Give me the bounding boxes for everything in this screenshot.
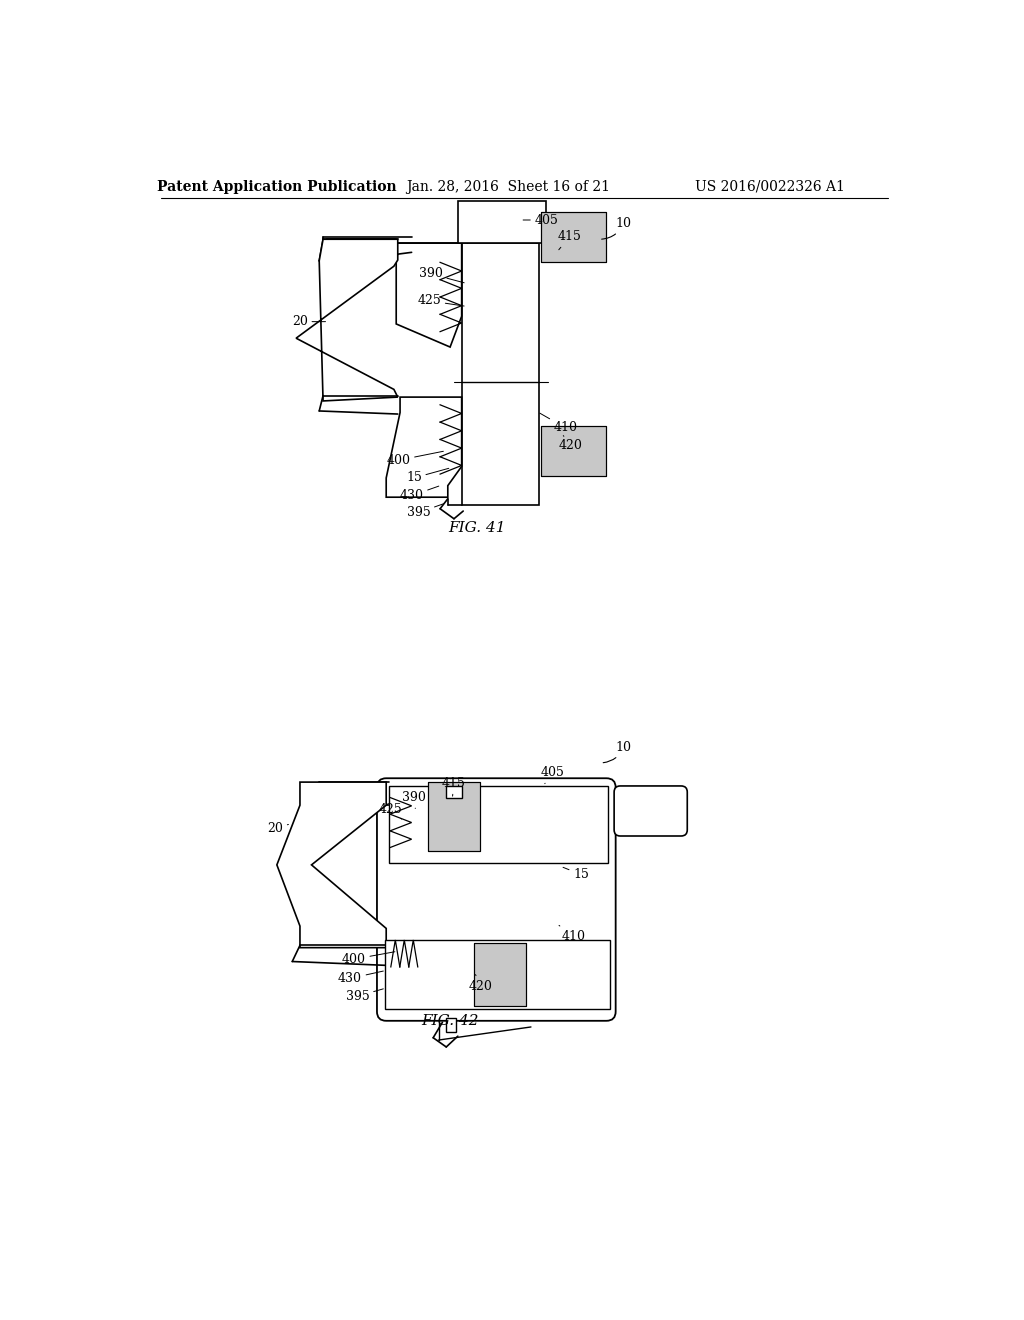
Bar xyxy=(474,942,526,1006)
Bar xyxy=(462,243,539,506)
Text: FIG. 41: FIG. 41 xyxy=(449,521,506,535)
Text: 410: 410 xyxy=(540,413,578,434)
Text: 15: 15 xyxy=(563,867,589,880)
Text: 10: 10 xyxy=(603,741,632,763)
FancyBboxPatch shape xyxy=(614,785,687,836)
Text: Patent Application Publication: Patent Application Publication xyxy=(157,180,396,194)
Bar xyxy=(428,781,480,851)
Bar xyxy=(458,201,547,243)
Polygon shape xyxy=(386,397,462,498)
Text: US 2016/0022326 A1: US 2016/0022326 A1 xyxy=(694,180,845,194)
Text: 390: 390 xyxy=(419,268,464,282)
Text: 425: 425 xyxy=(418,294,464,308)
Bar xyxy=(541,213,606,263)
Text: 410: 410 xyxy=(559,925,586,942)
Text: 400: 400 xyxy=(342,952,395,966)
Bar xyxy=(446,1019,456,1032)
Polygon shape xyxy=(296,239,397,401)
Text: 405: 405 xyxy=(541,767,564,784)
Bar xyxy=(446,785,462,797)
Text: FIG. 42: FIG. 42 xyxy=(421,1014,479,1028)
Text: 420: 420 xyxy=(469,974,493,993)
Bar xyxy=(541,426,606,477)
Bar xyxy=(541,426,606,477)
Text: 10: 10 xyxy=(602,218,632,239)
Bar xyxy=(428,781,480,851)
Bar xyxy=(474,942,526,1006)
Text: 405: 405 xyxy=(523,214,558,227)
Polygon shape xyxy=(396,243,462,347)
Text: 425: 425 xyxy=(379,803,402,818)
Bar xyxy=(388,785,608,863)
Text: 400: 400 xyxy=(386,451,443,467)
Text: 395: 395 xyxy=(407,504,443,519)
Text: 15: 15 xyxy=(406,469,449,484)
Text: 420: 420 xyxy=(559,436,583,453)
Text: 20: 20 xyxy=(267,822,289,834)
Text: 430: 430 xyxy=(338,972,383,985)
Bar xyxy=(541,213,606,263)
Polygon shape xyxy=(276,781,386,948)
Text: 390: 390 xyxy=(402,791,426,808)
Text: 395: 395 xyxy=(346,989,383,1003)
Text: 430: 430 xyxy=(399,486,439,502)
Text: 20: 20 xyxy=(292,315,326,329)
Text: Jan. 28, 2016  Sheet 16 of 21: Jan. 28, 2016 Sheet 16 of 21 xyxy=(406,180,610,194)
Bar xyxy=(385,940,609,1010)
FancyBboxPatch shape xyxy=(377,779,615,1020)
Text: 415: 415 xyxy=(557,231,582,249)
Text: 415: 415 xyxy=(442,777,466,796)
